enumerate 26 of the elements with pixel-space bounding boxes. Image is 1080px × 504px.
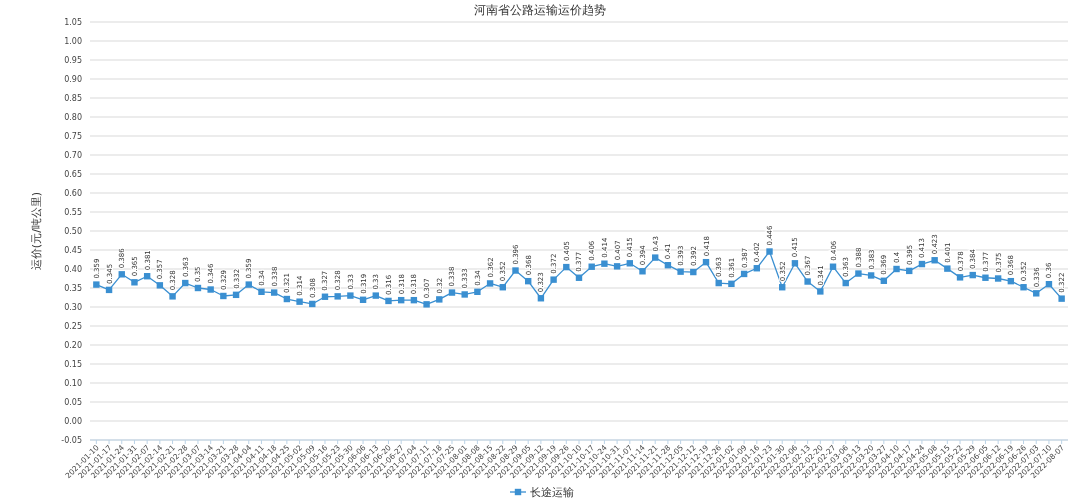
y-tick-label: 0.25	[64, 322, 82, 331]
y-tick-label: 0.60	[64, 189, 82, 198]
y-tick-label: 0.20	[64, 341, 82, 350]
y-tick-label: 0.50	[64, 227, 82, 236]
y-tick-label: -0.05	[61, 436, 82, 445]
y-tick-label: 0.65	[64, 170, 82, 179]
y-tick-label: 0.90	[64, 75, 82, 84]
y-tick-label: 0.75	[64, 132, 82, 141]
y-tick-label: 0.70	[64, 151, 82, 160]
chart-title: 河南省公路运输运价趋势	[474, 3, 606, 17]
y-tick-label: 0.95	[64, 56, 82, 65]
y-tick-label: 0.05	[64, 398, 82, 407]
y-tick-label: 0.55	[64, 208, 82, 217]
y-tick-label: 1.00	[64, 37, 82, 46]
y-tick-label: 0.40	[64, 265, 82, 274]
y-tick-label: 0.35	[64, 284, 82, 293]
y-tick-label: 0.45	[64, 246, 82, 255]
y-axis-title: 运价(元/吨公里)	[30, 191, 43, 271]
y-tick-label: 0.80	[64, 113, 82, 122]
y-tick-label: 0.15	[64, 360, 82, 369]
legend-label: 长途运输	[530, 486, 574, 499]
y-tick-label: 0.85	[64, 94, 82, 103]
y-tick-label: 1.05	[64, 18, 82, 27]
y-tick-label: 0.00	[64, 417, 82, 426]
y-tick-label: 0.10	[64, 379, 82, 388]
y-tick-label: 0.30	[64, 303, 82, 312]
